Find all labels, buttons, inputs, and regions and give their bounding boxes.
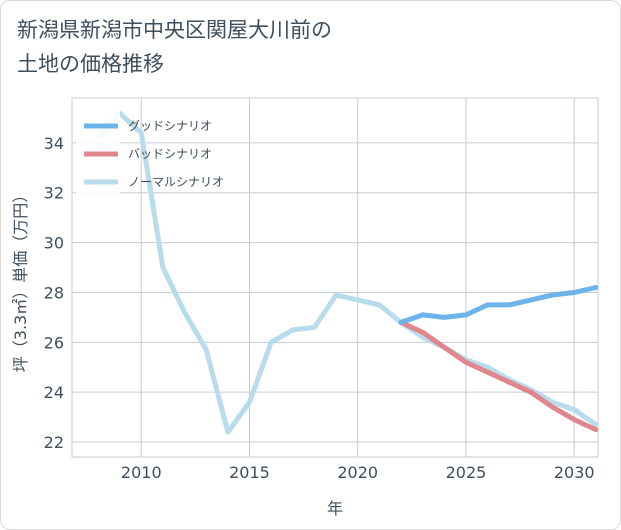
y-tick-label: 28: [44, 283, 64, 302]
series-lines: [95, 110, 599, 435]
y-tick-label: 22: [44, 433, 64, 452]
chart-title: 新潟県新潟市中央区関屋大川前の 土地の価格推移: [17, 13, 332, 81]
series-line-1: [398, 285, 599, 325]
y-axis-title: 坪（3.3㎡）単価（万円）: [11, 187, 30, 372]
plot-frame: [71, 97, 599, 458]
series-line-2: [398, 319, 599, 433]
legend-label-3: ノーマルシナリオ: [128, 175, 224, 189]
y-tick-label: 24: [44, 383, 64, 402]
legend-label-2: バッドシナリオ: [128, 147, 212, 161]
x-tick-label: 2030: [554, 463, 595, 482]
axes: 2010 2015 2020 2025 2030 22 24 26 28 30 32 34 年 坪（3.3…: [11, 134, 595, 518]
y-tick-label: 34: [44, 134, 64, 153]
y-tick-label: 32: [44, 184, 64, 203]
x-axis-title: 年: [327, 499, 343, 518]
x-tick-label: 2025: [446, 463, 487, 482]
y-tick-label: 26: [44, 333, 64, 352]
y-tick-label: 30: [44, 234, 64, 253]
legend-label-1: グッドシナリオ: [128, 119, 212, 133]
x-tick-label: 2020: [337, 463, 378, 482]
x-tick-label: 2015: [229, 463, 270, 482]
title-line-1: 新潟県新潟市中央区関屋大川前の: [17, 18, 332, 42]
x-tick-label: 2010: [121, 463, 162, 482]
title-line-2: 土地の価格推移: [17, 52, 164, 76]
